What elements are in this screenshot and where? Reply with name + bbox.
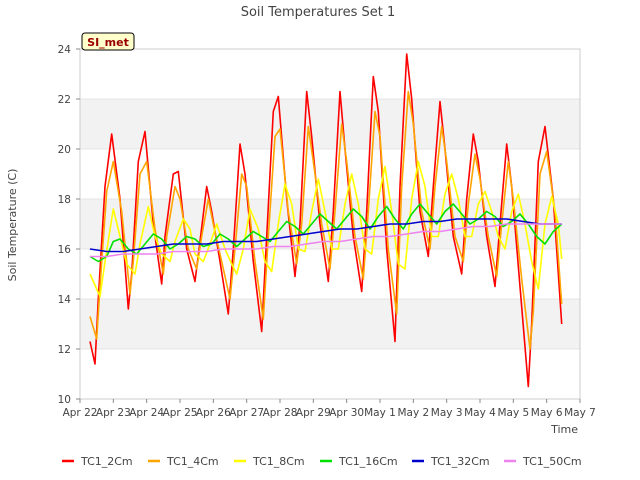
legend-label: TC1_32Cm: [430, 455, 490, 468]
x-tick-label: May 3: [431, 407, 463, 419]
legend-label: TC1_4Cm: [166, 455, 219, 468]
x-tick-label: Apr 24: [129, 407, 164, 419]
y-tick-label: 16: [58, 244, 72, 256]
series-line-tc1-50cm: [90, 223, 562, 258]
y-tick-label: 18: [58, 194, 71, 206]
y-axis-ticks: 10 12 14 16 18 20 22 24: [58, 44, 80, 406]
band-2: [80, 99, 580, 149]
station-badge-label: SI_met: [87, 36, 129, 49]
x-tick-label: May 4: [464, 407, 496, 419]
x-tick-label: Apr 28: [263, 407, 298, 419]
x-tick-label: Apr 26: [196, 407, 231, 419]
y-axis-label: Soil Temperature (C): [6, 169, 19, 282]
series-lines: [89, 53, 563, 388]
x-tick-label: Apr 30: [329, 407, 364, 419]
series-line-tc1-32cm: [89, 218, 562, 253]
station-badge: SI_met: [81, 32, 135, 51]
legend-label: TC1_50Cm: [522, 455, 582, 468]
y-tick-label: 24: [58, 44, 72, 56]
plot-frame: [79, 48, 581, 400]
series-line-tc1-4cm: [89, 90, 563, 350]
x-tick-label: May 7: [564, 407, 596, 419]
y-tick-label: 10: [58, 394, 71, 406]
chart-title: Soil Temperatures Set 1: [241, 5, 396, 20]
x-tick-label: Apr 29: [296, 407, 331, 419]
y-tick-label: 22: [58, 94, 71, 106]
x-tick-label: Apr 23: [96, 407, 131, 419]
x-tick-label: Apr 25: [163, 407, 198, 419]
series-line-tc1-16cm: [89, 203, 563, 263]
y-tick-label: 20: [58, 144, 71, 156]
x-tick-label: May 6: [531, 407, 563, 419]
legend-label: TC1_8Cm: [252, 455, 305, 468]
y-tick-label: 14: [58, 294, 72, 306]
x-tick-label: May 5: [497, 407, 529, 419]
x-tick-label: Apr 27: [229, 407, 264, 419]
legend: TC1_2Cm TC1_4Cm TC1_8Cm TC1_16Cm TC1_32Cm TC1…: [62, 455, 582, 468]
x-tick-label: May 1: [364, 407, 396, 419]
x-tick-label: May 2: [397, 407, 429, 419]
band-0: [80, 299, 580, 349]
y-tick-label: 12: [58, 344, 71, 356]
legend-label: TC1_2Cm: [80, 455, 133, 468]
x-tick-label: Apr 22: [63, 407, 98, 419]
legend-label: TC1_16Cm: [338, 455, 398, 468]
x-axis-label: Time: [550, 423, 578, 436]
series-line-tc1-8cm: [89, 160, 563, 298]
